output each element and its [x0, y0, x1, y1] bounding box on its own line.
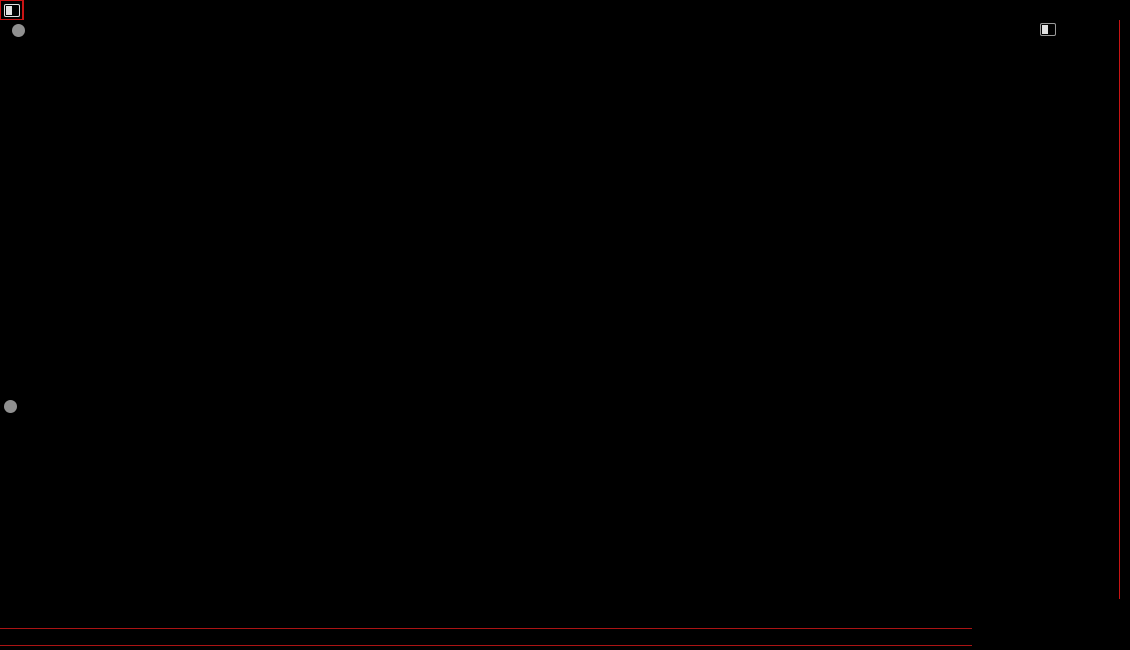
- time-axis[interactable]: [0, 628, 1130, 646]
- split-panel-icon: [3, 3, 20, 17]
- right-edge-strip: [1119, 20, 1130, 650]
- chart-title-row: [6, 22, 25, 39]
- chevron-down-icon[interactable]: [12, 24, 25, 37]
- chevron-down-icon[interactable]: [4, 400, 17, 413]
- chart-corner-tools: [1032, 23, 1056, 36]
- toolbar-spacer: [24, 0, 1130, 21]
- split-panel-icon[interactable]: [1040, 23, 1056, 36]
- layout-toggle-button[interactable]: [1, 1, 23, 19]
- watermark: [972, 599, 1124, 650]
- indicator-header: [4, 398, 48, 415]
- top-toolbar: [0, 0, 1130, 21]
- period-toolbar: [0, 0, 24, 20]
